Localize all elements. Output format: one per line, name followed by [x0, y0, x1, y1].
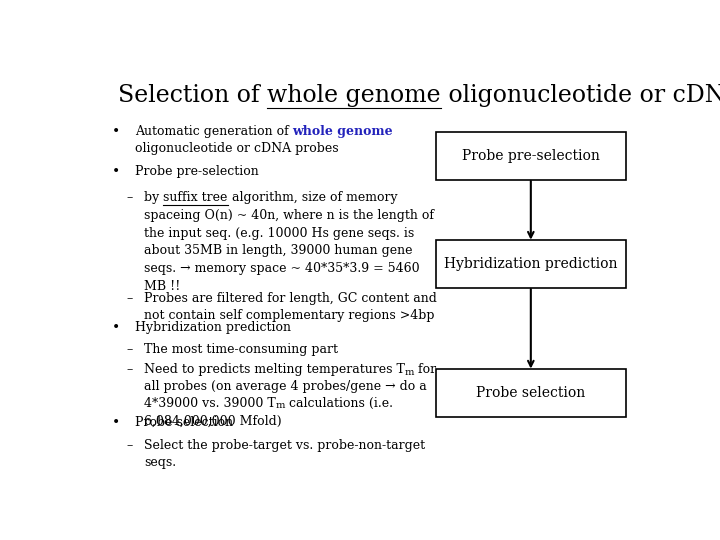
Text: oligonucleotide or cDNA probes: oligonucleotide or cDNA probes	[135, 142, 338, 155]
Text: Need to predicts melting temperatures T: Need to predicts melting temperatures T	[144, 363, 405, 376]
Text: Automatic generation of: Automatic generation of	[135, 125, 292, 138]
Text: for: for	[415, 363, 436, 376]
Text: •: •	[112, 165, 120, 179]
Text: the input seq. (e.g. 10000 Hs gene seqs. is: the input seq. (e.g. 10000 Hs gene seqs.…	[144, 227, 415, 240]
Text: m: m	[276, 401, 285, 410]
Text: –: –	[126, 363, 132, 376]
Text: MB !!: MB !!	[144, 280, 181, 293]
Text: m: m	[405, 363, 415, 373]
Text: Probe selection: Probe selection	[476, 386, 585, 400]
Text: suffix tree: suffix tree	[163, 191, 228, 204]
Text: •: •	[112, 416, 120, 430]
Text: seqs.: seqs.	[144, 456, 176, 469]
Text: Probe pre-selection: Probe pre-selection	[462, 149, 600, 163]
Text: •: •	[112, 125, 120, 139]
Text: seqs. → memory space ~ 40*35*3.9 = 5460: seqs. → memory space ~ 40*35*3.9 = 5460	[144, 262, 420, 275]
Text: m: m	[276, 397, 285, 406]
Text: all probes (on average 4 probes/gene → do a: all probes (on average 4 probes/gene → d…	[144, 380, 427, 393]
Text: 6,084,000,000 Mfold): 6,084,000,000 Mfold)	[144, 414, 282, 427]
Text: whole genome: whole genome	[267, 84, 441, 106]
Text: –: –	[126, 439, 132, 452]
Text: by: by	[144, 191, 163, 204]
Text: The most time-consuming part: The most time-consuming part	[144, 343, 338, 356]
Text: –: –	[126, 191, 132, 204]
FancyBboxPatch shape	[436, 132, 626, 180]
FancyBboxPatch shape	[436, 369, 626, 417]
Text: algorithm, size of memory: algorithm, size of memory	[228, 191, 397, 204]
Text: Selection of: Selection of	[118, 84, 267, 106]
Text: Hybridization prediction: Hybridization prediction	[444, 258, 618, 272]
Text: about 35MB in length, 39000 human gene: about 35MB in length, 39000 human gene	[144, 245, 413, 258]
Text: not contain self complementary regions >4bp: not contain self complementary regions >…	[144, 309, 435, 322]
Text: Select the probe-target vs. probe-non-target: Select the probe-target vs. probe-non-ta…	[144, 439, 426, 452]
Text: 4*39000 vs. 39000 T: 4*39000 vs. 39000 T	[144, 397, 276, 410]
Text: Probe pre-selection: Probe pre-selection	[135, 165, 258, 178]
Text: –: –	[126, 292, 132, 305]
Text: spaceing O(n) ~ 40n, where n is the length of: spaceing O(n) ~ 40n, where n is the leng…	[144, 208, 434, 221]
Text: –: –	[126, 343, 132, 356]
Text: whole genome: whole genome	[292, 125, 393, 138]
Text: Probes are filtered for length, GC content and: Probes are filtered for length, GC conte…	[144, 292, 437, 305]
Text: •: •	[112, 321, 120, 334]
Text: oligonucleotide or cDNA primers: oligonucleotide or cDNA primers	[441, 84, 720, 106]
Text: calculations (i.e.: calculations (i.e.	[285, 397, 393, 410]
Text: m: m	[405, 368, 415, 376]
FancyBboxPatch shape	[436, 240, 626, 288]
Text: Hybridization prediction: Hybridization prediction	[135, 321, 291, 334]
Text: Probe selection: Probe selection	[135, 416, 233, 429]
